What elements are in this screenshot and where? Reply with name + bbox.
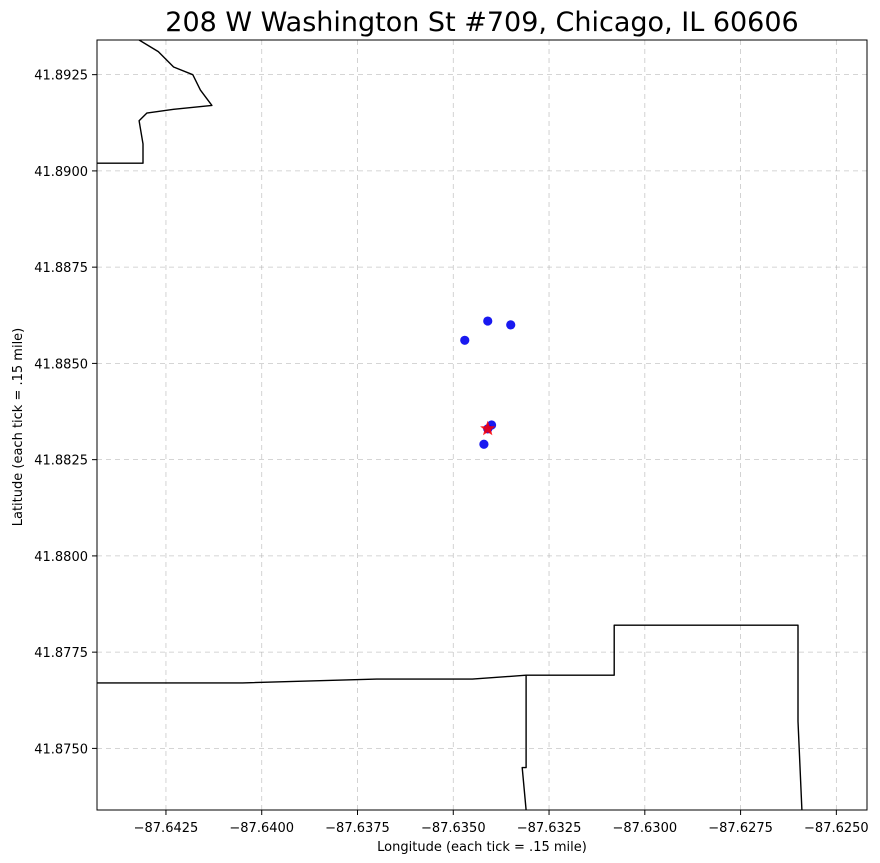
location-point [460,335,470,345]
boundary-lines [97,40,803,810]
x-tick-label: −87.6375 [325,821,390,836]
y-tick-label: 41.8875 [34,261,88,276]
y-tick-label: 41.8900 [34,165,88,180]
boundary-line [97,40,213,164]
y-tick-label: 41.8925 [34,69,88,84]
y-axis-ticks: 41.8750 41.8775 41.8800 41.8825 41.8850 41.88… [34,69,97,757]
target-marker [480,420,496,436]
map-title: 208 W Washington St #709, Chicago, IL 60… [165,7,798,38]
x-axis-ticks: −87.6425 −87.6400 −87.6375 −87.6350 −87.6325… [134,810,869,836]
boundary-line [521,675,527,810]
y-tick-label: 41.8775 [34,646,88,661]
y-tick-label: 41.8850 [34,357,88,372]
target-star-icon [480,420,496,436]
y-tick-label: 41.8800 [34,550,88,565]
y-tick-label: 41.8825 [34,454,88,469]
plot-frame [96,39,868,811]
boundary-line [97,624,803,810]
y-tick-label: 41.8750 [34,742,88,757]
location-point [479,439,489,449]
location-point [506,320,516,330]
x-tick-label: −87.6275 [708,821,773,836]
x-tick-label: −87.6350 [421,821,486,836]
location-point [483,316,493,326]
x-tick-label: −87.6400 [229,821,294,836]
x-axis-label: Longitude (each tick = .15 mile) [377,840,587,855]
y-axis-label: Latitude (each tick = .15 mile) [11,328,26,527]
x-tick-label: −87.6425 [134,821,199,836]
grid [97,40,867,810]
x-tick-label: −87.6325 [517,821,582,836]
x-tick-label: −87.6250 [804,821,869,836]
x-tick-label: −87.6300 [612,821,677,836]
